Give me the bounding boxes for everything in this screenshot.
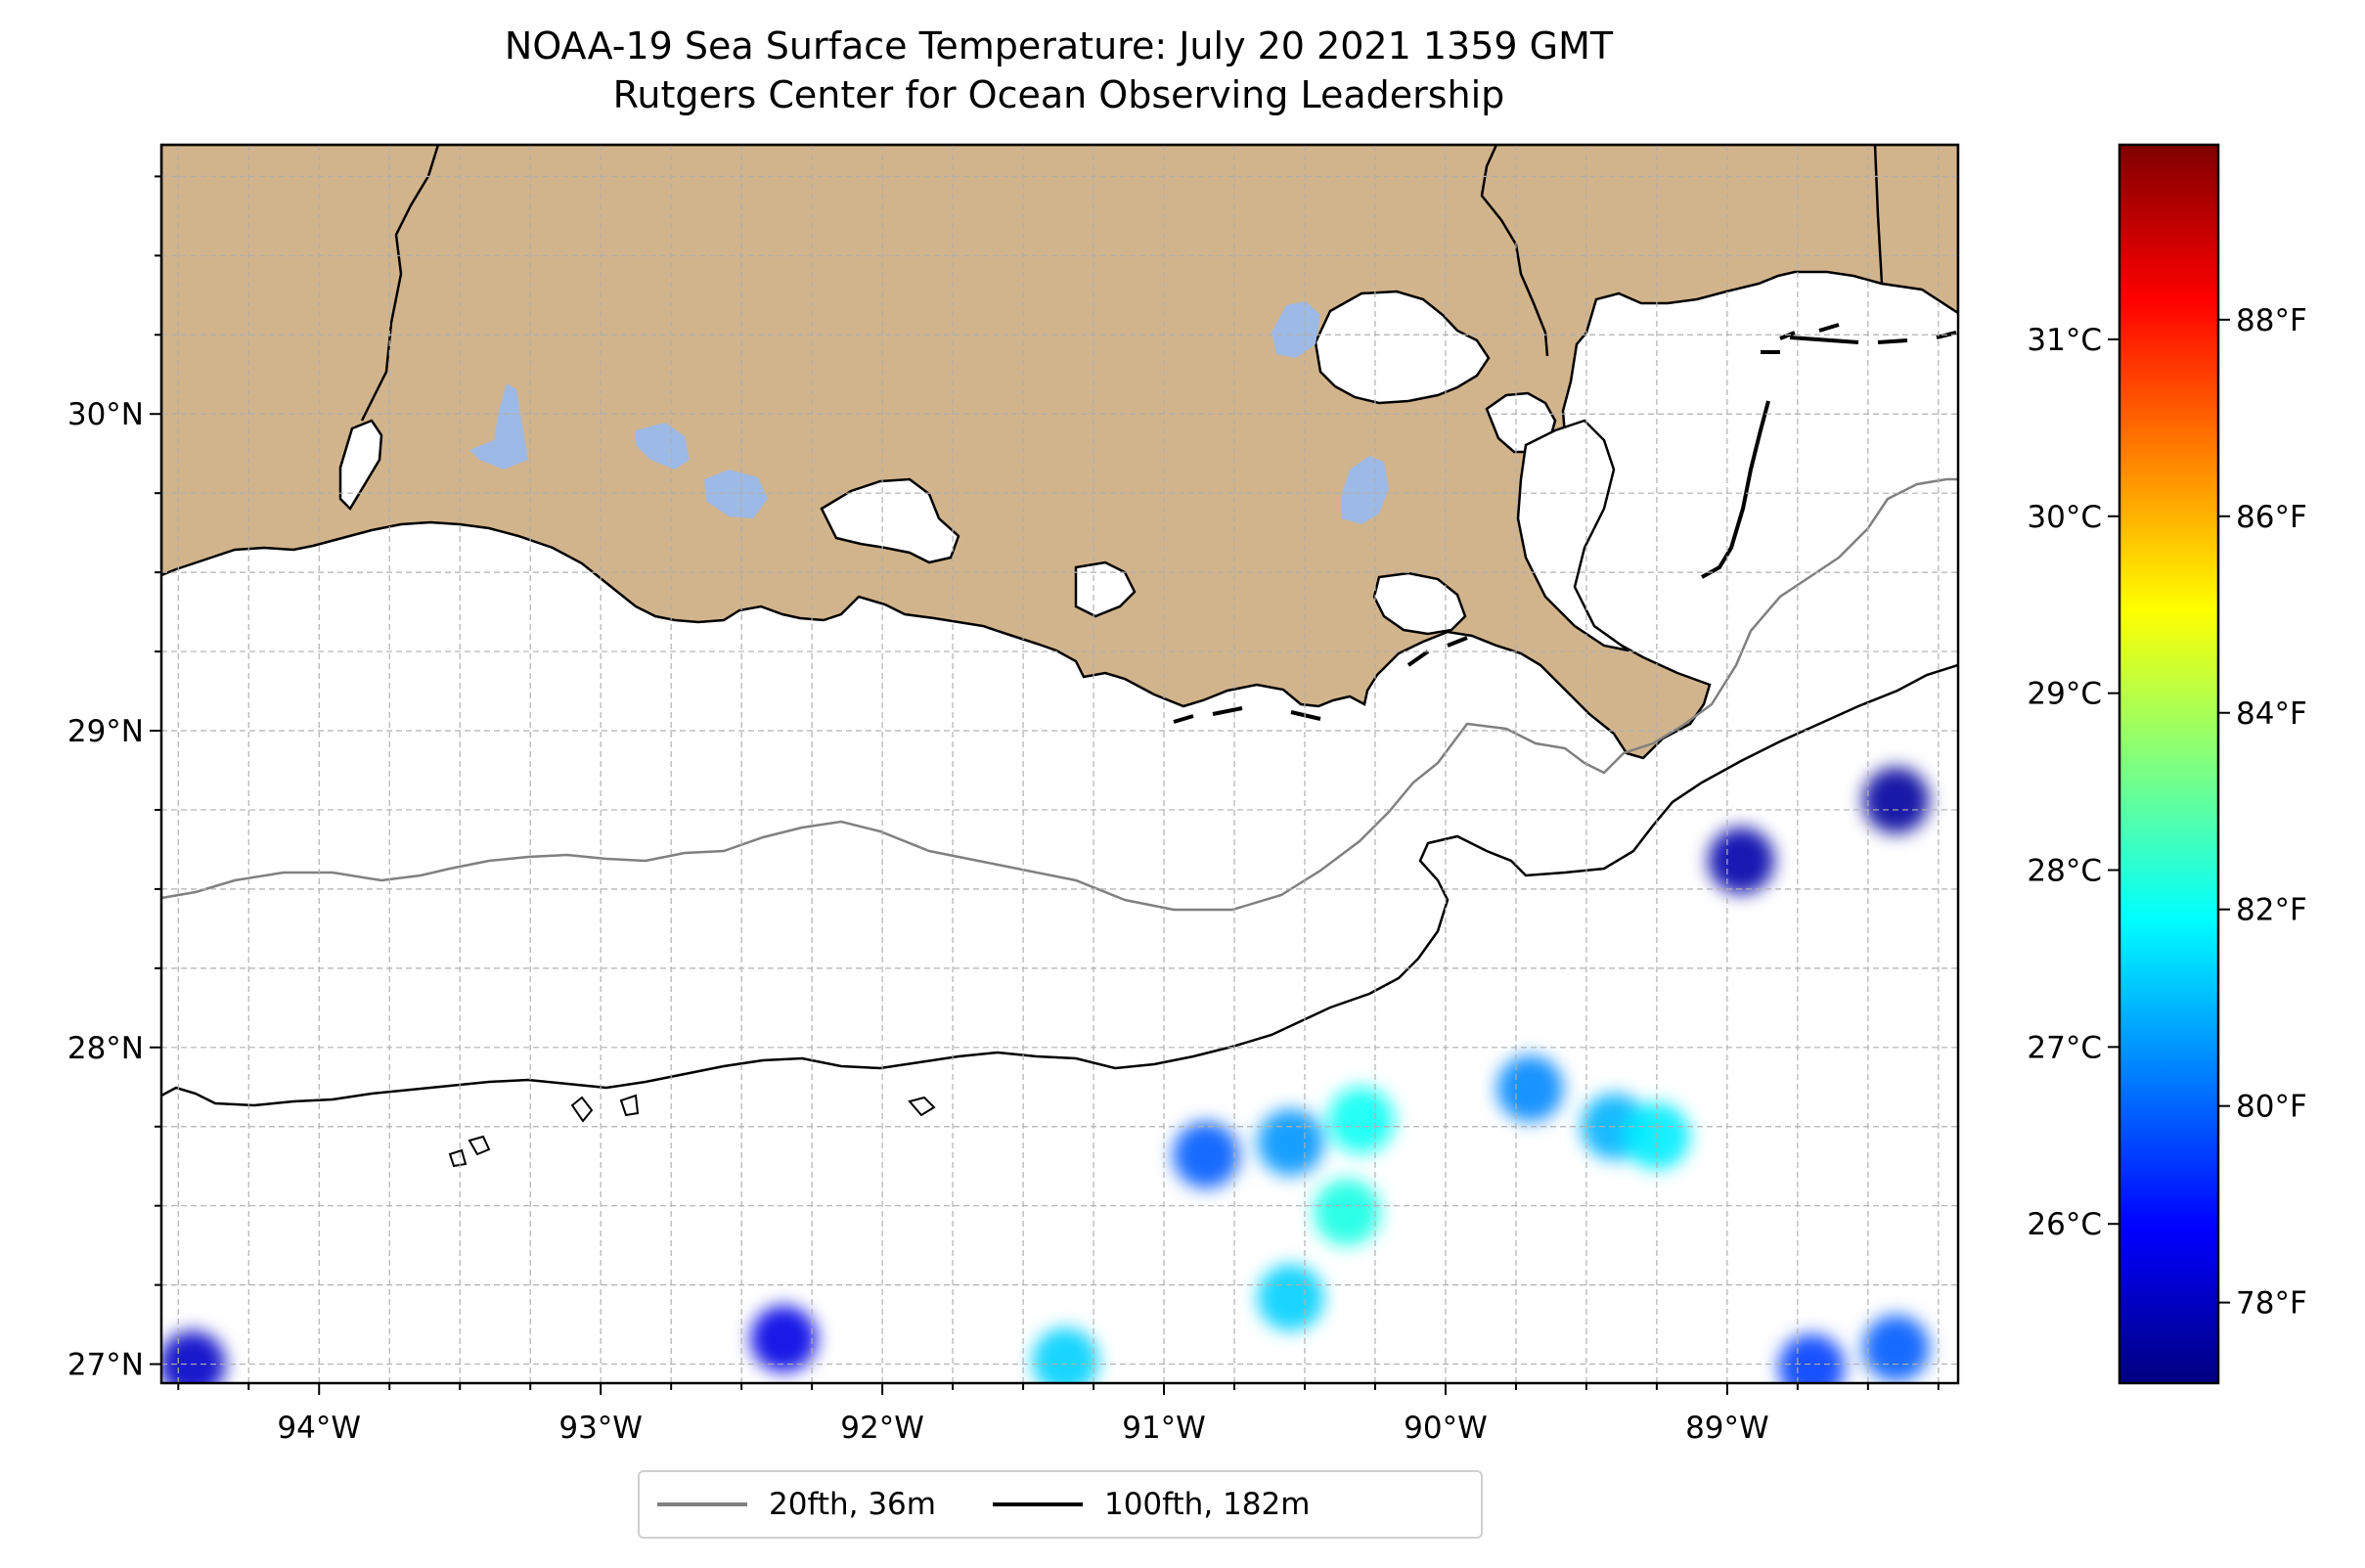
legend-entry-20fth: 20fth, 36m	[640, 1487, 936, 1522]
lake-4	[704, 470, 768, 518]
colorbar-f-label: 84°F	[2236, 696, 2307, 732]
land-mass	[161, 145, 1958, 760]
lat-ticks: 30°N 29°N 28°N 27°N	[67, 175, 161, 1383]
plot-frame	[159, 143, 1960, 1385]
sst-patch	[1032, 1327, 1099, 1383]
colorbar-f-label: 86°F	[2236, 500, 2307, 535]
sst-patch	[1327, 1087, 1395, 1154]
lake-3	[636, 423, 690, 470]
title-line-1: NOAA-19 Sea Surface Temperature: July 20…	[504, 24, 1614, 67]
lon-tick-label: 92°W	[840, 1411, 924, 1446]
lat-tick-label: 28°N	[67, 1031, 144, 1066]
map-plot-area[interactable]	[159, 145, 1958, 1401]
colorbar-c-label: 28°C	[2027, 854, 2102, 889]
contour-legend: 20fth, 36m 100fth, 182m	[638, 1470, 1483, 1539]
colorbar-f-label: 88°F	[2236, 303, 2307, 338]
lake-5	[1342, 456, 1389, 524]
legend-swatch-grey	[657, 1502, 747, 1506]
sst-layer	[161, 767, 1930, 1383]
sst-patch	[1862, 1315, 1930, 1382]
colorbar-fahrenheit-ticks: 78°F 80°F 82°F 84°F 86°F 88°F	[2218, 303, 2307, 1322]
legend-label-100fth: 100fth, 182m	[1103, 1487, 1311, 1522]
lon-tick-label: 93°W	[558, 1411, 643, 1446]
atchafalaya-bay	[1074, 560, 1137, 618]
barrier-islands-west	[1173, 636, 1468, 724]
sst-patch	[1257, 1264, 1324, 1331]
coastal-bay	[820, 477, 960, 564]
lon-tick-label: 89°W	[1685, 1411, 1769, 1446]
lon-ticks: 94°W 93°W 92°W 91°W 90°W 89°W	[177, 1383, 1940, 1446]
colorbar-c-label: 30°C	[2027, 500, 2102, 535]
colorbar: 26°C 27°C 28°C 29°C 30°C 31°C 78°F 80°F 82°F 84°…	[2027, 143, 2307, 1385]
state-border-ms-al	[1873, 145, 1884, 285]
contour-100fth-islands	[448, 1094, 936, 1168]
sst-patch	[750, 1305, 818, 1372]
colorbar-c-label: 29°C	[2027, 677, 2102, 712]
colorbar-c-label: 26°C	[2027, 1207, 2102, 1242]
lat-tick-label: 27°N	[67, 1348, 144, 1383]
colorbar-f-label: 78°F	[2236, 1286, 2307, 1322]
chandeleur-islands	[1701, 323, 1957, 579]
lake-2	[469, 383, 528, 470]
lat-tick-label: 29°N	[67, 714, 144, 749]
colorbar-c-label: 27°C	[2027, 1030, 2102, 1065]
sst-patch	[1257, 1108, 1324, 1176]
colorbar-gradient	[2118, 143, 2220, 1385]
lon-tick-label: 90°W	[1404, 1411, 1488, 1446]
sst-patch	[1862, 767, 1930, 834]
bay-small	[1485, 391, 1557, 454]
sst-patch	[1778, 1333, 1846, 1383]
sst-patch	[1496, 1054, 1564, 1122]
map-title: NOAA-19 Sea Surface Temperature: July 20…	[0, 22, 2118, 119]
legend-label-20fth: 20fth, 36m	[769, 1487, 936, 1522]
state-border-tx-la	[360, 145, 440, 422]
title-line-2: Rutgers Center for Ocean Observing Leade…	[612, 73, 1505, 116]
sst-patch	[1314, 1179, 1381, 1246]
gridlines	[161, 145, 1958, 1383]
sst-patch	[161, 1330, 226, 1383]
lon-tick-label: 91°W	[1122, 1411, 1206, 1446]
lat-tick-label: 30°N	[67, 397, 144, 432]
legend-entry-100fth: 100fth, 182m	[975, 1487, 1310, 1522]
contour-20fth	[161, 477, 1958, 912]
lon-tick-label: 94°W	[277, 1411, 361, 1446]
colorbar-celsius-ticks: 26°C 27°C 28°C 29°C 30°C 31°C	[2027, 323, 2120, 1242]
sst-patch	[1708, 827, 1775, 894]
contour-100fth	[161, 663, 1958, 1107]
colorbar-c-label: 31°C	[2027, 323, 2102, 358]
lake-1	[1272, 301, 1320, 358]
colorbar-f-label: 80°F	[2236, 1090, 2307, 1125]
legend-swatch-black	[992, 1502, 1083, 1506]
barataria-bay	[1372, 571, 1467, 636]
calcasieu-lake	[338, 419, 383, 512]
sst-patch	[1173, 1121, 1240, 1188]
colorbar-f-label: 82°F	[2236, 893, 2307, 928]
breton-sound	[1516, 419, 1629, 652]
